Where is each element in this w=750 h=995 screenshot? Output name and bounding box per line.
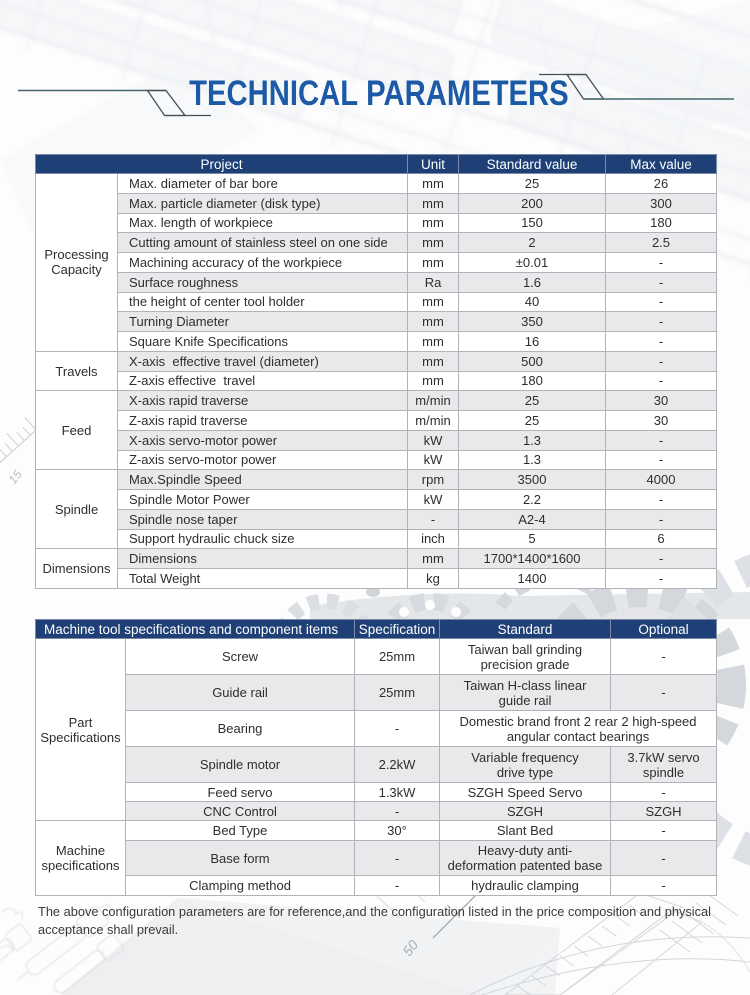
svg-text:15: 15 xyxy=(6,467,25,486)
